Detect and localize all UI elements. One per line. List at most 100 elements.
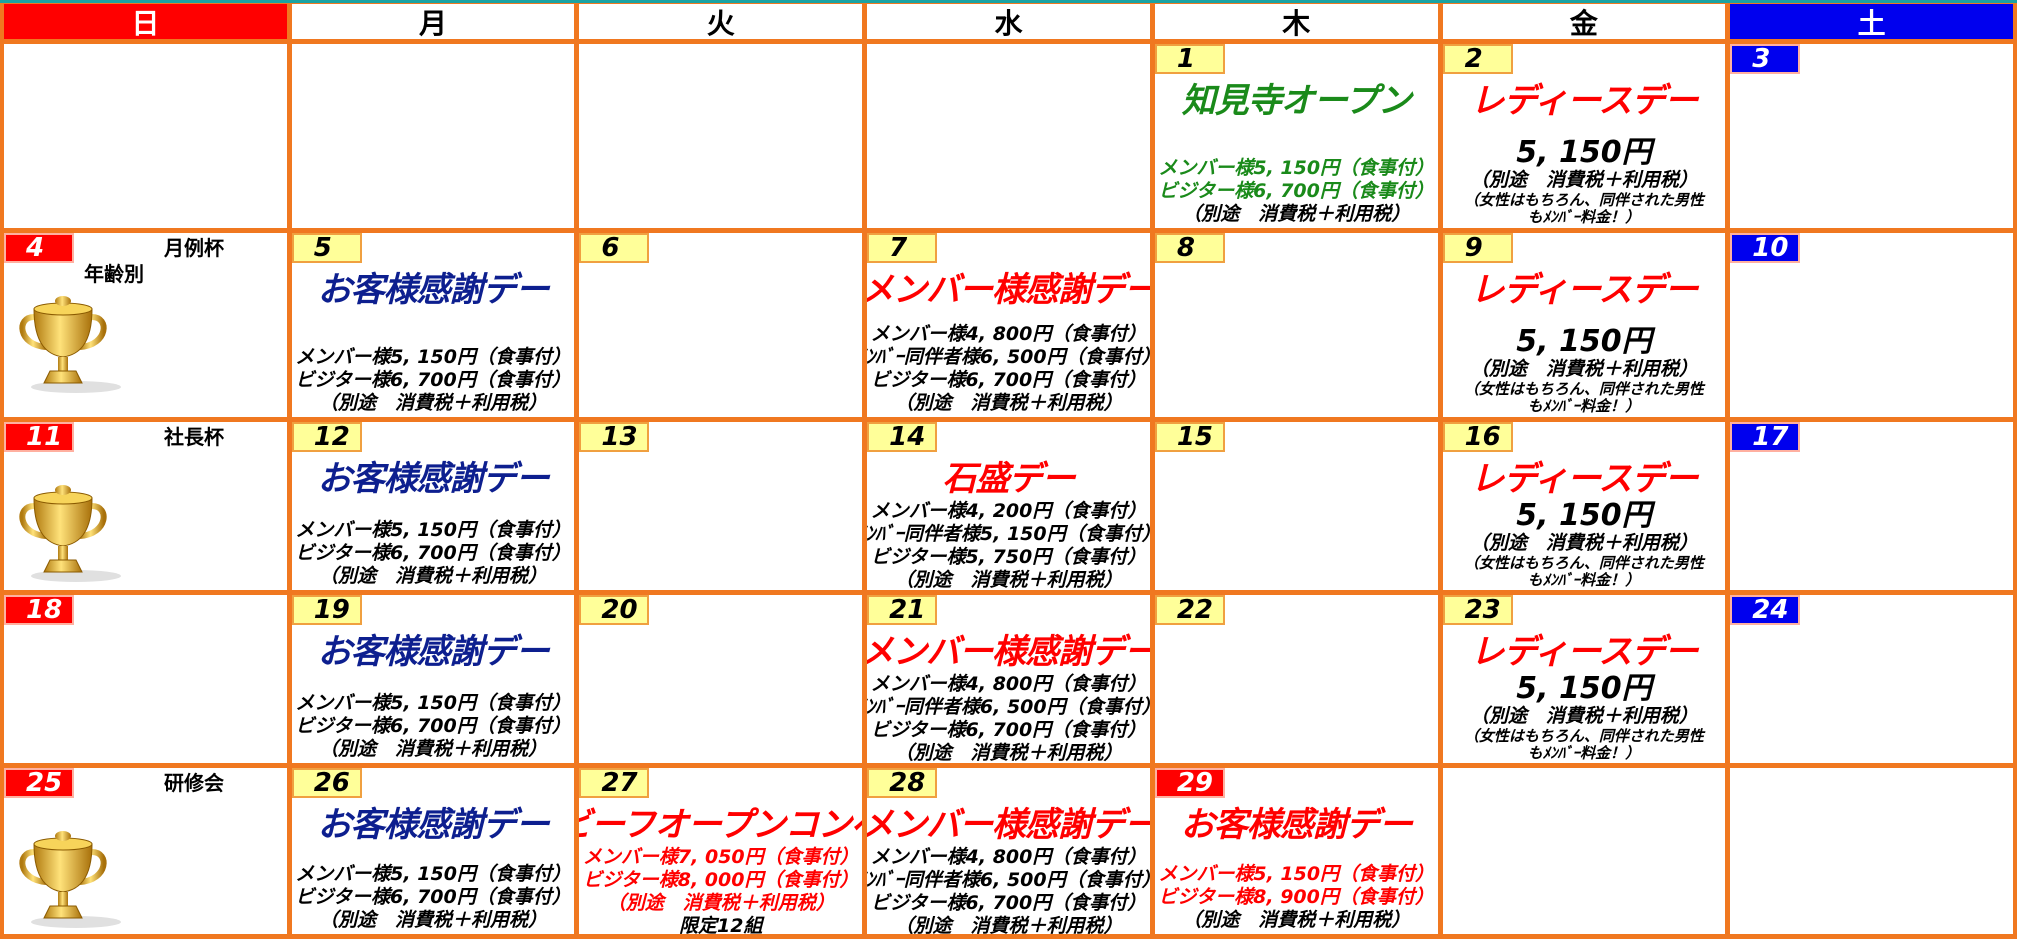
event-title: レディースデー bbox=[1470, 459, 1698, 499]
date-number: 25 bbox=[4, 768, 74, 798]
day-cell bbox=[579, 44, 863, 228]
price-line: （別途 消費税＋利用税） bbox=[319, 909, 548, 931]
price-line: 5, 150円 bbox=[1516, 135, 1652, 170]
trophy bbox=[14, 830, 124, 934]
weekday-header: 金 bbox=[1442, 4, 1726, 40]
day-cell: 8 bbox=[1154, 233, 1438, 417]
date-number: 29 bbox=[1154, 768, 1225, 798]
price-lines: メンバー様4, 200円（食事付） ﾒﾝﾊﾞｰ同伴者様5, 150円（食事付） ビジ… bbox=[867, 500, 1150, 590]
date-number: 6 bbox=[579, 233, 650, 263]
date-number: 26 bbox=[291, 768, 362, 798]
date-number: 15 bbox=[1154, 422, 1225, 452]
weekday-header: 土 bbox=[1730, 4, 2013, 40]
price-lines: メンバー様4, 800円（食事付） ﾒﾝﾊﾞｰ同伴者様6, 500円（食事付） ビジ… bbox=[867, 673, 1150, 763]
day-cell: 16 レディースデー 5, 150円 （別途 消費税＋利用税） （女性はもちろん、同伴さ… bbox=[1442, 422, 1726, 590]
event-title: メンバー様感謝デー bbox=[867, 270, 1150, 310]
date-number: 22 bbox=[1154, 595, 1225, 625]
price-line: ﾒﾝﾊﾞｰ同伴者様6, 500円（食事付） bbox=[867, 869, 1150, 891]
date-number: 9 bbox=[1442, 233, 1513, 263]
event-name: 研修会 bbox=[164, 771, 224, 795]
day-cell: 6 bbox=[579, 233, 863, 417]
date-number: 20 bbox=[579, 595, 650, 625]
weekday-header: 木 bbox=[1154, 4, 1438, 40]
day-cell: 22 bbox=[1154, 595, 1438, 763]
date-number: 7 bbox=[867, 233, 938, 263]
day-cell bbox=[867, 44, 1150, 228]
price-line: （女性はもちろん、同伴された男性もﾒﾝﾊﾞｰ料金！） bbox=[1463, 380, 1704, 415]
price-line: メンバー様4, 800円（食事付） bbox=[870, 673, 1147, 695]
date-number: 14 bbox=[867, 422, 938, 452]
price-line: ﾒﾝﾊﾞｰ同伴者様6, 500円（食事付） bbox=[867, 346, 1150, 368]
day-cell: 10 bbox=[1730, 233, 2013, 417]
event-list: 月例杯 年齢別 bbox=[84, 235, 224, 287]
price-line: （別途 消費税＋利用税） bbox=[319, 392, 548, 414]
date-number: 21 bbox=[867, 595, 938, 625]
price-line: ﾒﾝﾊﾞｰ同伴者様5, 150円（食事付） bbox=[867, 523, 1150, 545]
price-line: ビジター様6, 700円（食事付） bbox=[295, 369, 571, 391]
event-title: メンバー様感謝デー bbox=[867, 632, 1150, 672]
price-lines: メンバー様5, 150円（食事付） ビジター様6, 700円（食事付） （別途 消費… bbox=[295, 346, 571, 415]
event-title: お客様感謝デー bbox=[317, 805, 550, 845]
price-line: ビジター様8, 900円（食事付） bbox=[1158, 886, 1434, 908]
price-line: （別途 消費税＋利用税） bbox=[1182, 203, 1411, 225]
price-line: （別途 消費税＋利用税） bbox=[319, 565, 548, 587]
price-line: メンバー様5, 150円（食事付） bbox=[1158, 157, 1435, 179]
date-number: 2 bbox=[1442, 44, 1513, 74]
event-title: お客様感謝デー bbox=[317, 632, 550, 672]
day-cell: 29 お客様感謝デーメンバー様5, 150円（食事付） ビジター様8, 900円（食… bbox=[1154, 768, 1438, 934]
event-title: お客様感謝デー bbox=[317, 459, 550, 499]
price-line: （別途 消費税＋利用税） bbox=[894, 742, 1123, 763]
date-number: 19 bbox=[291, 595, 362, 625]
day-cell: 9 レディースデー 5, 150円 （別途 消費税＋利用税） （女性はもちろん、同伴され… bbox=[1442, 233, 1726, 417]
date-number: 23 bbox=[1442, 595, 1513, 625]
date-number: 4 bbox=[4, 233, 74, 263]
price-line: 5, 150円 bbox=[1516, 324, 1652, 359]
price-line: （別途 消費税＋利用税） bbox=[1469, 532, 1698, 554]
date-number: 10 bbox=[1730, 233, 1801, 263]
weekday-header: 火 bbox=[579, 4, 863, 40]
price-line: 限定12組 bbox=[679, 915, 763, 934]
price-line: メンバー様4, 800円（食事付） bbox=[870, 323, 1147, 345]
price-line: （女性はもちろん、同伴された男性もﾒﾝﾊﾞｰ料金！） bbox=[1463, 727, 1704, 762]
trophy-icon bbox=[19, 831, 121, 928]
day-content: レディースデー 5, 150円 （別途 消費税＋利用税） （女性はもちろん、同伴された… bbox=[1443, 269, 1726, 415]
day-cell: 3 bbox=[1730, 44, 2013, 228]
day-cell: 27 ビーフオープンコンペメンバー様7, 050円（食事付）ビジター様8, 000… bbox=[579, 768, 863, 934]
price-lines: 5, 150円 （別途 消費税＋利用税） （女性はもちろん、同伴された男性もﾒﾝﾊﾞ… bbox=[1459, 673, 1709, 762]
day-cell: 23 レディースデー 5, 150円 （別途 消費税＋利用税） （女性はもちろん、同伴さ… bbox=[1442, 595, 1726, 763]
price-lines: メンバー様5, 150円（食事付） ビジター様8, 900円（食事付） （別途 消費… bbox=[1158, 863, 1434, 932]
trophy bbox=[14, 484, 124, 588]
date-number: 3 bbox=[1730, 44, 1801, 74]
weekday-header: 月 bbox=[291, 4, 575, 40]
day-cell: 4 月例杯 年齢別 bbox=[4, 233, 287, 417]
day-content: レディースデー 5, 150円 （別途 消費税＋利用税） （女性はもちろん、同伴された… bbox=[1443, 458, 1726, 589]
price-line: ビジター様6, 700円（食事付） bbox=[1158, 180, 1434, 202]
price-line: （別途 消費税＋利用税） bbox=[1469, 705, 1698, 727]
date-number: 16 bbox=[1442, 422, 1513, 452]
event-title: お客様感謝デー bbox=[1180, 805, 1413, 845]
price-lines: メンバー様5, 150円（食事付） ビジター様6, 700円（食事付） （別途 消費… bbox=[295, 519, 571, 588]
price-line: （別途 消費税＋利用税） bbox=[319, 738, 548, 760]
day-cell: 12 お客様感謝デー メンバー様5, 150円（食事付） ビジター様6, 700円（食… bbox=[291, 422, 575, 590]
day-content: お客様感謝デー メンバー様5, 150円（食事付） ビジター様6, 700円（食事付… bbox=[292, 269, 575, 415]
event-list: 研修会 bbox=[84, 770, 224, 796]
price-line: （別途 消費税＋利用税） bbox=[1469, 169, 1698, 191]
price-line: ﾒﾝﾊﾞｰ同伴者様6, 500円（食事付） bbox=[867, 696, 1150, 718]
day-cell: 18 bbox=[4, 595, 287, 763]
day-cell: 26 お客様感謝デー メンバー様5, 150円（食事付） ビジター様6, 700円（食… bbox=[291, 768, 575, 934]
price-lines: メンバー様7, 050円（食事付） ビジター様8, 000円（食事付） （別途 消費… bbox=[583, 846, 859, 934]
price-line: 5, 150円 bbox=[1516, 498, 1652, 533]
price-line: メンバー様5, 150円（食事付） bbox=[295, 692, 571, 714]
event-title: レディースデー bbox=[1470, 270, 1698, 310]
price-line: （別途 消費税＋利用税） bbox=[894, 915, 1123, 934]
day-content: お客様感謝デーメンバー様5, 150円（食事付） ビジター様6, 700円（食事付… bbox=[292, 631, 575, 761]
day-content: お客様感謝デーメンバー様5, 150円（食事付） ビジター様6, 700円（食事付… bbox=[292, 458, 575, 588]
date-number: 18 bbox=[4, 595, 74, 625]
price-line: ビジター様5, 750円（食事付） bbox=[870, 546, 1147, 568]
price-line: ビジター様6, 700円（食事付） bbox=[295, 715, 571, 737]
day-cell bbox=[1730, 768, 2013, 934]
day-cell: 11 社長杯 bbox=[4, 422, 287, 590]
date-number: 13 bbox=[579, 422, 650, 452]
day-cell: 14 石盛デー メンバー様4, 200円（食事付） ﾒﾝﾊﾞｰ同伴者様5, 150円（… bbox=[867, 422, 1150, 590]
